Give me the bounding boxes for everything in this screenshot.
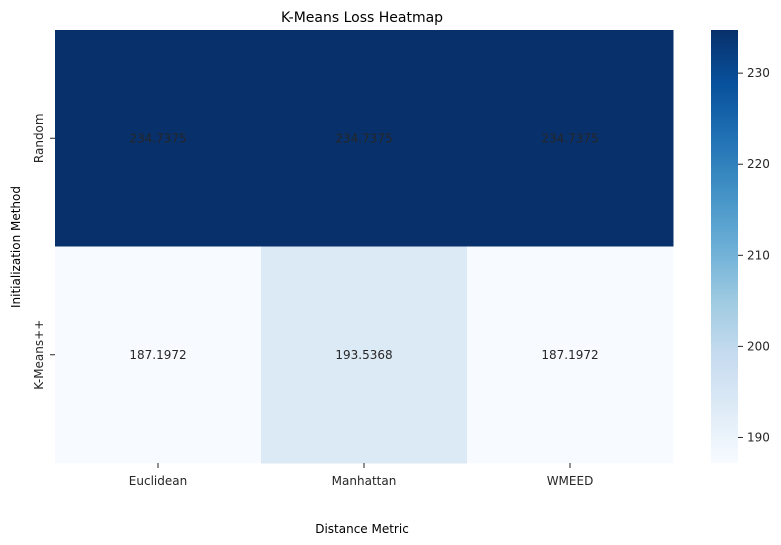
colorbar-tick-label: 210 — [747, 248, 770, 262]
y-axis-ticks: Random K-Means++ — [32, 113, 55, 390]
x-axis-label: Distance Metric — [315, 522, 409, 536]
colorbar-ticks: 190 200 210 220 230 — [738, 66, 770, 444]
heatmap-cell-labels: 234.7375 234.7375 234.7375 187.1972 193.5368… — [129, 131, 598, 362]
heatmap-cell — [55, 30, 262, 247]
heatmap-cell — [55, 246, 262, 464]
x-axis-ticks: Euclidean Manhattan WMEED — [129, 463, 594, 488]
cell-value-label: 187.1972 — [541, 348, 598, 362]
heatmap-cell — [467, 246, 674, 464]
heatmap-cell — [261, 30, 468, 247]
cell-value-label: 193.5368 — [335, 348, 392, 362]
colorbar-tick-label: 220 — [747, 157, 770, 171]
heatmap-cell — [261, 246, 468, 464]
heatmap-cell — [467, 30, 674, 247]
cell-value-label: 234.7375 — [541, 131, 598, 145]
x-tick-label: Euclidean — [129, 474, 187, 488]
chart-title: K-Means Loss Heatmap — [281, 10, 443, 26]
y-tick-label: K-Means++ — [32, 320, 46, 390]
cell-value-label: 234.7375 — [129, 131, 186, 145]
heatmap-cells — [55, 30, 674, 464]
cell-value-label: 187.1972 — [129, 348, 186, 362]
y-tick-label: Random — [32, 113, 46, 163]
colorbar-tick-label: 190 — [747, 430, 770, 444]
x-tick-label: WMEED — [547, 474, 594, 488]
x-tick-label: Manhattan — [332, 474, 397, 488]
colorbar-tick-label: 230 — [747, 66, 770, 80]
y-axis-label: Initialization Method — [9, 186, 23, 308]
colorbar-tick-label: 200 — [747, 339, 770, 353]
colorbar — [711, 30, 738, 463]
cell-value-label: 234.7375 — [335, 131, 392, 145]
